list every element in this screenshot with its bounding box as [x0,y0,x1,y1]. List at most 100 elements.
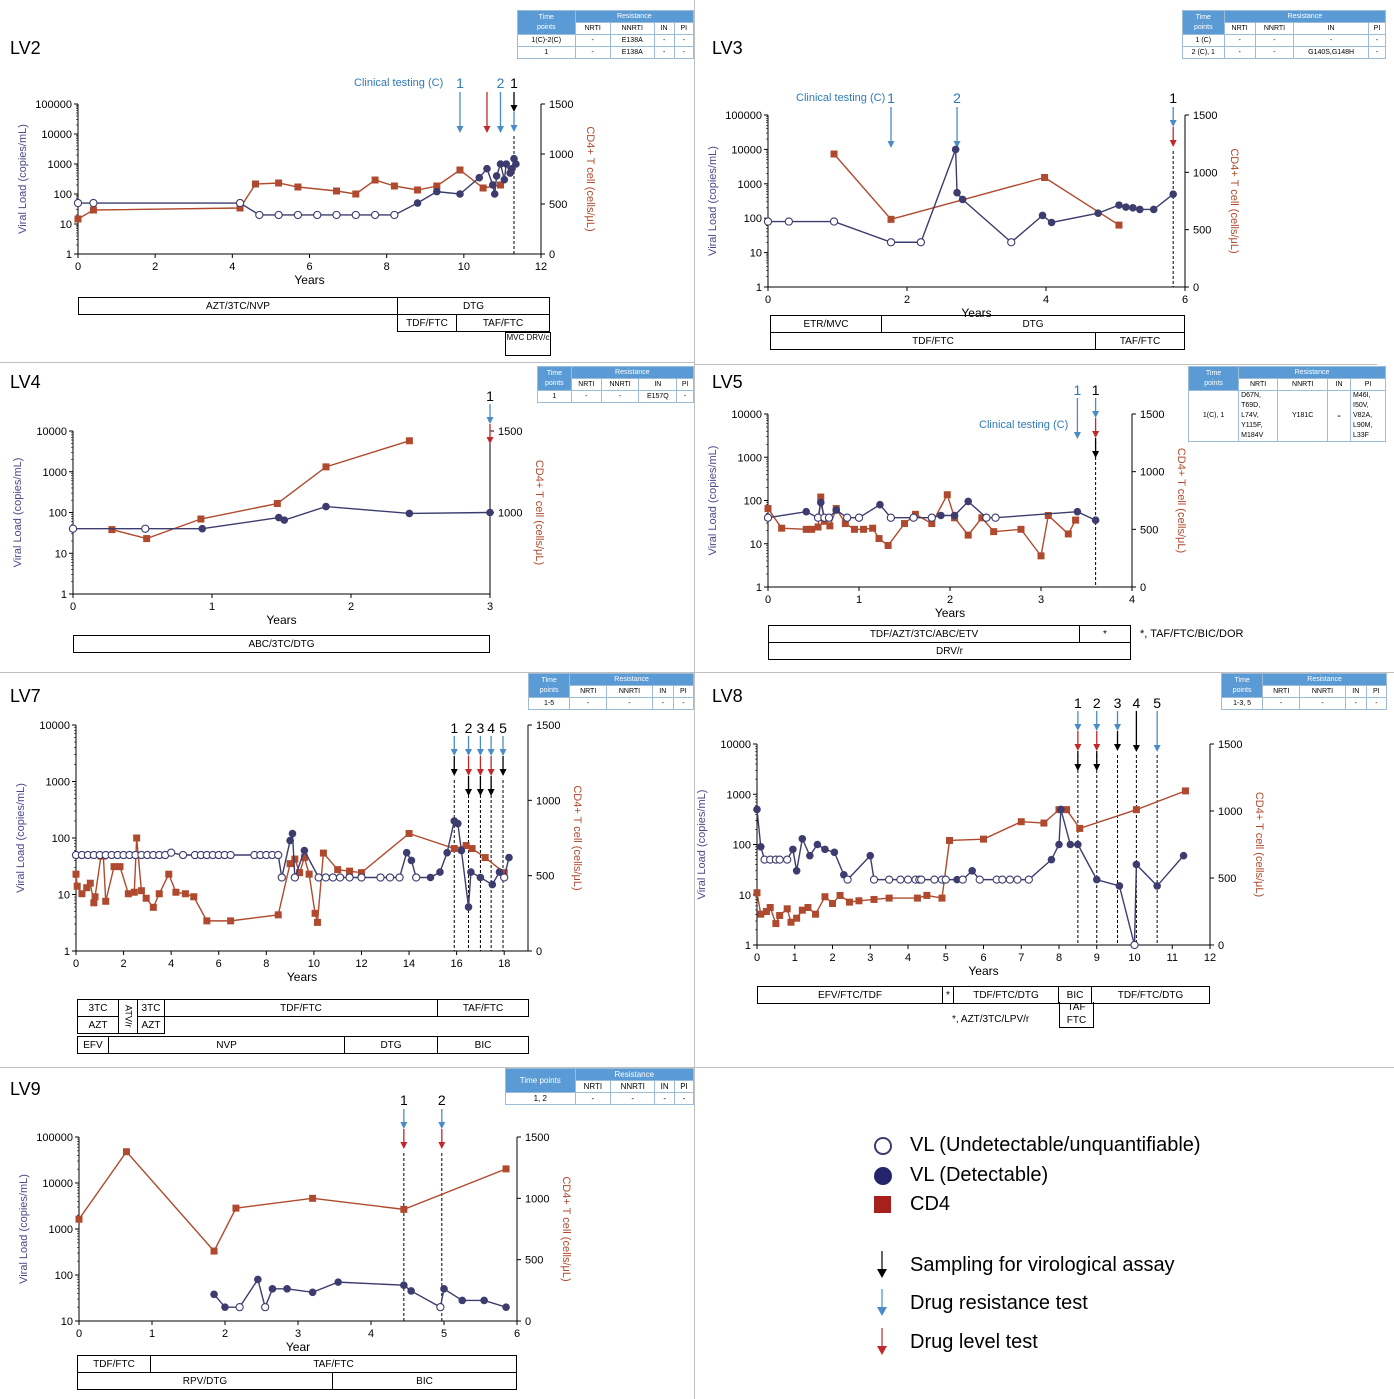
lv5-cd4-point [943,491,951,499]
lv8-vl-detectable-point [1115,882,1124,890]
lv7-cd4-point [305,870,313,878]
lv5-arrow-label: 1 [1074,382,1082,398]
lv4-y2-tick-label: 1500 [498,426,522,438]
legend-label: VL (Undetectable/unquantifiable) [910,1134,1201,1156]
lv8-x-tick-label: 11 [1167,952,1178,964]
resistance-table-lv4: Time points Resistance NRTI NNRTI IN PI 1- - E1… [537,366,695,403]
lv3-y2-tick-label: 500 [1193,225,1211,237]
lv9-cd4-point [400,1205,408,1213]
lv7-cd4-point [155,890,163,898]
lv7-x-tick-label: 8 [263,958,269,970]
row-divider-1 [0,362,694,363]
lv3-blue-arrow-head [887,141,895,148]
lv7-red-arrow-head [487,769,495,776]
lv7-x-tick-label: 14 [403,958,415,970]
lv8-vl-detectable-point [753,805,761,814]
lv5-vl-undetectable-point [843,513,852,522]
square-icon [874,1196,891,1213]
lv7-arrow-label: 1 [450,720,458,736]
lv5-cd4-point [978,514,986,522]
lv9-cd4-point [502,1165,510,1173]
lv7-cd4-point [165,870,173,878]
lv5-vl-undetectable-point [824,513,834,522]
lv8-cd4-point [829,899,836,907]
lv7-blue-arrow-head [465,749,473,756]
lv3-x-tick-label: 4 [1043,294,1049,306]
lv9-vl-detectable-point [334,1278,342,1286]
panel-title-lv8: LV8 [712,686,743,706]
lv8-vl-undetectable-point [941,875,950,884]
filled-circle-icon [874,1166,892,1185]
lv8-arrow-label: 2 [1093,695,1101,711]
lv7-vl-undetectable-point [277,873,286,882]
lv5-cd4-point [808,525,816,533]
lv7-blue-arrow-head [450,749,458,756]
lv8-cd4-point [836,891,844,899]
lv2-vl-detectable-point [492,172,501,180]
treatment-table-lv2: AZT/3TC/NVP DTG TDF/FTC TAF/FTC [78,297,550,332]
lv8-cd4-point [772,920,780,928]
lv3-y-tick-label: 10 [750,248,762,260]
lv5-y2-axis-label: CD4+ T cell (cells/μL) [1175,448,1187,553]
lv5-cd4-point [841,520,849,528]
lv5-cd4-point [884,541,892,549]
lv8-cd4-point [1181,787,1189,795]
lv5-vl-detectable-point [937,511,945,520]
lv7-cd4-point [90,899,98,907]
lv8-red-arrow-head [1093,744,1101,751]
lv4-arrow-label: 1 [486,388,494,404]
lv7-cd4-point [190,893,198,901]
lv7-blue-arrow-head [499,749,507,756]
lv7-cd4-point [149,903,157,911]
treatment-lv8-taf: TAF [1059,1002,1094,1015]
lv5-red-arrow-head [1092,431,1100,438]
lv5-cd4-point [1044,511,1052,519]
lv7-y2-tick-label: 500 [536,871,554,883]
lv2-y-tick-label: 100000 [35,99,72,111]
lv9-y-tick-label: 100000 [36,1132,73,1144]
clinical-label-lv3: Clinical testing (C) [796,92,886,104]
lv8-cd4-line [756,790,1186,926]
lv8-arrow-label: 4 [1132,695,1140,711]
lv8-vl-undetectable-point [1024,875,1033,884]
lv5-cd4-point [1037,552,1045,560]
lv4-x-tick-label: 2 [348,601,354,613]
lv9-vl-detectable-point [283,1285,291,1293]
legend-sampling: Sampling for virological assay [874,1251,1175,1279]
lv7-cd4-point [500,869,508,877]
lv7-cd4-point [73,882,81,890]
treatment-lv2-mvc: MVC DRV/c [505,332,551,356]
lv8-y-tick-label: 1 [745,940,751,952]
lv9-blue-arrow-head [400,1122,408,1129]
lv8-x-tick-label: 9 [1094,952,1100,964]
lv3-arrow-label: 2 [953,90,961,106]
lv4-y-tick-label: 10000 [36,426,67,438]
lv3-x-tick-label: 0 [765,294,771,306]
lv7-vl-detectable-point [443,848,451,857]
treatment-table-lv7-row3: EFV NVP DTG BIC [77,1036,529,1054]
lv9-vl-undetectable-point [436,1303,445,1312]
lv9-cd4-line [78,1150,507,1253]
resistance-table-lv3: Time points Resistance NRTI NNRTI IN PI 1 (C)… [1182,10,1387,59]
table-row: 1(C), 1 D67N, T69D, L74V, Y115F, M184V Y18… [1187,390,1386,442]
lv8-x-tick-label: 10 [1128,952,1140,964]
lv9-x-tick-label: 3 [295,1328,301,1340]
lv5-vl-undetectable-point [763,513,773,522]
lv3-vl-line [768,149,1174,244]
legend-drug-level: Drug level test [874,1328,1038,1356]
lv8-x-tick-label: 5 [943,952,949,964]
lv2-x-tick-label: 10 [458,261,470,273]
lv5-vl-detectable-point [950,511,959,520]
lv8-blue-arrow-head [1114,724,1122,731]
lv7-cd4-point [227,917,235,925]
lv8-cd4-point [793,914,801,922]
lv5-cd4-point [860,525,868,533]
lv7-black-arrow-head [499,769,507,776]
lv4-vl-detectable-point [486,508,494,517]
lv2-y-tick-label: 10000 [41,129,72,141]
lv7-vl-detectable-point [288,829,297,838]
lv8-cd4-point [885,894,893,902]
lv3-blue-arrow-head [1169,120,1177,127]
lv5-cd4-point [826,522,834,530]
lv8-vl-detectable-point [830,848,839,857]
